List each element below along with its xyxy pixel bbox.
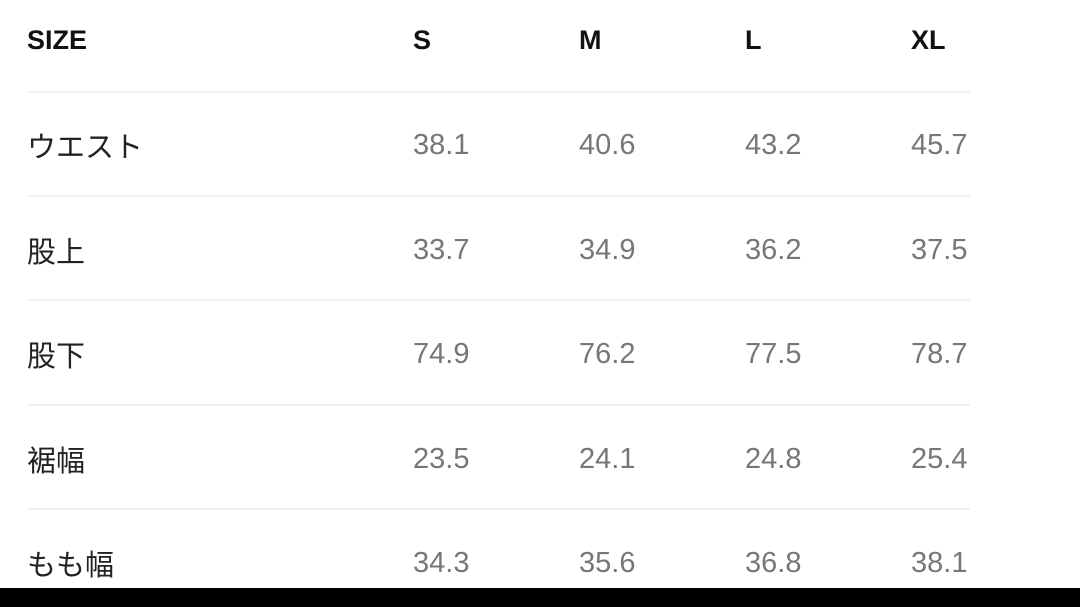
header-size-label: SIZE [27,24,88,55]
value-s: 34.3 [413,546,470,579]
value-s: 38.1 [413,128,470,161]
value-l: 77.5 [745,337,802,370]
table-row: もも幅 34.3 35.6 36.8 38.1 [0,511,970,588]
value-xl: 45.7 [911,128,968,161]
header-size-l: L [745,24,762,55]
value-s: 23.5 [413,442,470,475]
divider [27,508,970,510]
value-m: 76.2 [579,337,636,370]
value-s: 33.7 [413,233,470,266]
value-m: 24.1 [579,442,636,475]
header-size-m: M [579,24,602,55]
value-l: 43.2 [745,128,802,161]
divider [27,404,970,406]
value-l: 24.8 [745,442,802,475]
value-xl: 78.7 [911,337,968,370]
row-label: 裾幅 [27,446,86,478]
table-row: 股上 33.7 34.9 36.2 37.5 [0,198,970,302]
value-l: 36.2 [745,233,802,266]
row-label: もも幅 [27,550,115,582]
value-m: 35.6 [579,546,636,579]
value-m: 34.9 [579,233,636,266]
size-table: SIZE S M L XL ウエスト 38.1 40.6 43.2 45.7 股… [0,0,970,588]
value-l: 36.8 [745,546,802,579]
value-xl: 37.5 [911,233,968,266]
table-row: ウエスト 38.1 40.6 43.2 45.7 [0,93,970,197]
value-xl: 25.4 [911,442,968,475]
row-label: 股上 [27,237,86,269]
bottom-black-bar [0,588,1080,607]
row-label: ウエスト [27,132,144,164]
table-row: 股下 74.9 76.2 77.5 78.7 [0,302,970,406]
header-size-xl: XL [911,24,946,55]
divider [27,195,970,197]
table-row: 裾幅 23.5 24.1 24.8 25.4 [0,407,970,511]
value-xl: 38.1 [911,546,968,579]
divider [27,299,970,301]
header-size-s: S [413,24,432,55]
row-label: 股下 [27,341,86,373]
value-m: 40.6 [579,128,636,161]
value-s: 74.9 [413,337,470,370]
header-row: SIZE S M L XL [0,0,970,92]
divider [27,91,970,93]
